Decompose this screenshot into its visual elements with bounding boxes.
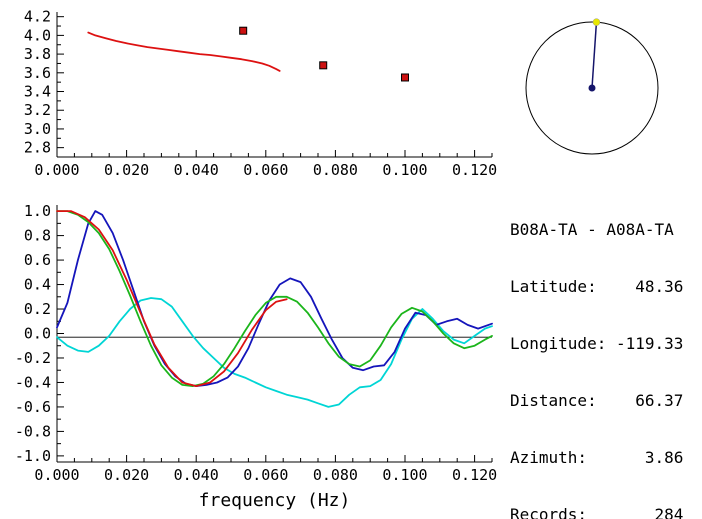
- series-cyan-curve: [56, 297, 493, 408]
- x-tick-label: 0.000: [34, 466, 79, 484]
- x-tick-label: 0.020: [104, 466, 149, 484]
- marker-picked-velocity-points: [401, 73, 409, 82]
- y-tick-label: 2.8: [24, 139, 51, 157]
- x-tick-label: 0.120: [452, 161, 497, 179]
- correlation-chart: 0.000 0.020 0.040 0.060 0.080 0.100 0.120 -1.0 -…: [0, 185, 520, 519]
- correlation-plot-svg: 0.000 0.020 0.040 0.060 0.080 0.100 0.120 -1.0 -…: [15, 202, 497, 511]
- x-tick-label: 0.000: [34, 161, 79, 179]
- info-row-distance: Distance: 66.37: [510, 391, 683, 410]
- y-tick-label: 0.0: [24, 325, 51, 343]
- x-tick-label: 0.060: [243, 161, 288, 179]
- remote-station-dot: [592, 18, 601, 26]
- x-axis-label: frequency (Hz): [199, 490, 351, 511]
- y-tick-label: -0.6: [15, 398, 51, 416]
- y-tick-label: 0.2: [24, 300, 51, 318]
- dispersion-plot-svg: 0.000 0.020 0.040 0.060 0.080 0.100 0.1202.83.…: [24, 8, 497, 179]
- y-tick-label: 0.4: [24, 276, 51, 294]
- x-tick-label: 0.020: [104, 161, 149, 179]
- y-tick-label: 3.2: [24, 101, 51, 119]
- longitude-value: -119.33: [615, 334, 684, 353]
- y-tick-label: -0.8: [15, 422, 51, 440]
- azimuth-label: Azimuth:: [510, 448, 588, 467]
- azimuth-line: [591, 22, 598, 89]
- marker-picked-velocity-points: [239, 26, 248, 35]
- y-tick-label: 3.8: [24, 45, 51, 63]
- y-tick-label: 4.2: [24, 8, 51, 26]
- y-tick-label: 3.0: [24, 120, 51, 138]
- records-label: Records:: [510, 505, 588, 519]
- x-tick-label: 0.080: [313, 161, 358, 179]
- azimuth-value: 3.86: [644, 448, 684, 467]
- station-info-panel: B08A-TA - A08A-TA Latitude: 48.36 Longitu…: [510, 182, 683, 519]
- x-tick-label: 0.060: [243, 466, 288, 484]
- station-pair-title: B08A-TA - A08A-TA: [510, 220, 674, 239]
- y-tick-label: 1.0: [24, 202, 51, 220]
- y-tick-label: 4.0: [24, 26, 51, 44]
- marker-picked-velocity-points: [319, 61, 328, 70]
- azimuth-plot: [500, 0, 702, 180]
- x-tick-label: 0.040: [174, 161, 219, 179]
- x-tick-label: 0.100: [382, 466, 427, 484]
- x-tick-label: 0.100: [382, 161, 427, 179]
- y-tick-label: 0.8: [24, 227, 51, 245]
- series-phase-velocity-curve: [87, 31, 281, 72]
- distance-value: 66.37: [635, 391, 684, 410]
- x-tick-label: 0.080: [313, 466, 358, 484]
- azimuth-circle: [525, 21, 659, 155]
- x-tick-label: 0.120: [452, 466, 497, 484]
- azimuth-circle-svg: [525, 18, 659, 155]
- info-row-longitude: Longitude: -119.33: [510, 334, 683, 353]
- y-tick-label: -0.2: [15, 349, 51, 367]
- x-tick-label: 0.040: [174, 466, 219, 484]
- info-row-latitude: Latitude: 48.36: [510, 277, 683, 296]
- series-green-curve: [56, 210, 493, 388]
- info-row-azimuth: Azimuth: 3.86: [510, 448, 683, 467]
- longitude-label: Longitude:: [510, 334, 607, 353]
- records-value: 284: [654, 505, 684, 519]
- y-tick-label: 3.6: [24, 64, 51, 82]
- distance-label: Distance:: [510, 391, 597, 410]
- latitude-label: Latitude:: [510, 277, 597, 296]
- dispersion-chart: 0.000 0.020 0.040 0.060 0.080 0.100 0.120 2.8 3.…: [0, 0, 500, 185]
- y-tick-label: -1.0: [15, 447, 51, 465]
- series-red-curve: [56, 210, 288, 388]
- info-row-records: Records: 284: [510, 505, 683, 519]
- y-tick-label: 3.4: [24, 83, 51, 101]
- y-tick-label: 0.6: [24, 251, 51, 269]
- y-tick-label: -0.4: [15, 373, 51, 391]
- latitude-value: 48.36: [635, 277, 684, 296]
- center-station-dot: [588, 84, 596, 92]
